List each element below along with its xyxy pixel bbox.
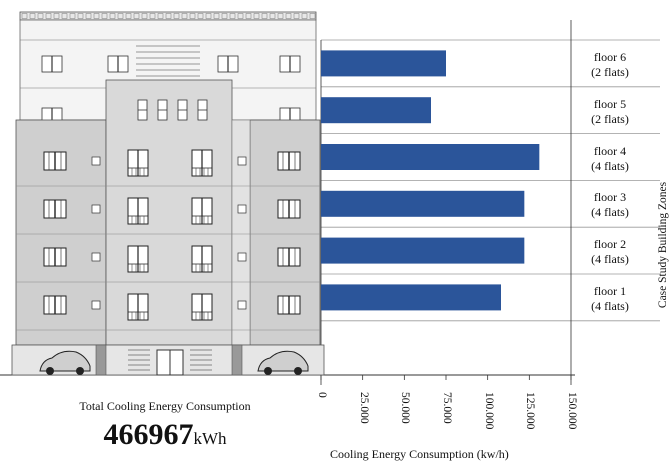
parapet-ornament (309, 13, 316, 19)
total-title: Total Cooling Energy Consumption (79, 399, 251, 413)
floor-name: floor 3 (593, 190, 627, 205)
floor-label: floor 3 (4 flats) (579, 190, 641, 220)
parapet-ornament (53, 13, 60, 19)
parapet-ornament (141, 13, 148, 19)
flat-count: (4 flats) (591, 252, 629, 267)
x-tick-label: 0 (316, 392, 328, 398)
floor-name: floor 1 (593, 284, 627, 298)
floor-name: floor 2 (593, 237, 627, 252)
parapet-ornament (21, 13, 28, 19)
flat-count: (2 flats) (591, 111, 629, 126)
flat-count: (4 flats) (591, 205, 629, 220)
x-axis-label: Cooling Energy Consumption (kw/h) (330, 447, 509, 461)
floor-label: floor 6 (2 flats) (579, 50, 641, 80)
parapet-ornament (245, 13, 252, 19)
car-wheel (264, 367, 272, 375)
parapet-ornament (85, 13, 92, 19)
x-tick-label: 100.000 (482, 392, 495, 430)
parapet-ornament (229, 13, 236, 19)
floor-label: floor 2 (4 flats) (579, 237, 641, 267)
parapet-ornament (77, 13, 84, 19)
flat-count: (4 flats) (591, 299, 629, 313)
parapet-ornament (189, 13, 196, 19)
bar-floor-3 (321, 190, 525, 217)
parapet-ornament (301, 13, 308, 19)
floor-name: floor 6 (593, 50, 627, 64)
total-unit: kWh (193, 429, 227, 448)
small-window (237, 252, 247, 262)
parapet-ornament (269, 13, 276, 19)
car-wheel (294, 367, 302, 375)
floor-label: floor 1 (4 flats) (579, 284, 641, 314)
parapet-ornament (173, 13, 180, 19)
parapet-ornament (213, 13, 220, 19)
car-left (39, 350, 91, 372)
y-axis-label: Case Study Building Zones (657, 181, 669, 309)
floor-label: floor 4 (4 flats) (579, 144, 641, 174)
x-tick-label: 150.000 (566, 392, 578, 430)
parapet-ornament (261, 13, 268, 19)
parapet-ornament (165, 13, 172, 19)
parapet-ornament (277, 13, 284, 19)
parapet-ornament (61, 13, 68, 19)
bar-floor-5 (321, 97, 431, 124)
bar-floor-6 (321, 50, 446, 77)
building-illustration (11, 11, 325, 376)
parapet-ornament (45, 13, 52, 19)
flat-count: (4 flats) (591, 158, 629, 173)
parapet-ornament (285, 13, 292, 19)
central-tower (105, 79, 233, 346)
total-consumption: 466967kWh (40, 418, 290, 452)
small-window (91, 156, 101, 166)
parapet-ornament (149, 13, 156, 19)
parapet-ornament (157, 13, 164, 19)
floor-name: floor 4 (593, 143, 627, 158)
parapet-ornament (117, 13, 124, 19)
flat-count: (2 flats) (591, 65, 629, 79)
pillar (231, 344, 243, 376)
parapet-ornament (181, 13, 188, 19)
bar-floor-4 (321, 144, 540, 170)
pillar (95, 344, 107, 376)
parapet-ornament (197, 13, 204, 19)
parapet-ornament (93, 13, 100, 19)
small-window (91, 204, 101, 214)
small-window (237, 156, 247, 166)
roof-parapet (19, 11, 317, 21)
floor-name: floor 5 (593, 96, 627, 111)
car-wheel (46, 367, 54, 375)
car-wheel (76, 367, 84, 375)
small-window (91, 252, 101, 262)
parapet-ornament (29, 13, 36, 19)
parapet-ornament (101, 13, 108, 19)
parapet-ornament (133, 13, 140, 19)
grid-lines (0, 20, 660, 385)
floor-label: floor 5 (2 flats) (579, 97, 641, 127)
parapet-ornament (69, 13, 76, 19)
small-window (237, 204, 247, 214)
parapet-ornament (293, 13, 300, 19)
parapet-ornament (221, 13, 228, 19)
bars-layer (321, 50, 540, 311)
bar-floor-1 (321, 284, 501, 311)
x-tick-label: 25.000 (357, 392, 370, 424)
x-tick-label: 75.000 (441, 392, 453, 424)
parapet-ornament (109, 13, 116, 19)
parapet-ornament (125, 13, 132, 19)
small-window (91, 300, 101, 310)
parapet-ornament (253, 13, 260, 19)
stair-core (231, 119, 251, 346)
small-window (237, 300, 247, 310)
total-value: 466967 (103, 418, 194, 451)
x-tick-label: 125.000 (524, 392, 537, 430)
parapet-ornament (237, 13, 244, 19)
parapet-ornament (205, 13, 212, 19)
x-tick-label: 50.000 (399, 392, 412, 424)
car-right (257, 350, 309, 372)
parapet-ornament (37, 13, 44, 19)
bar-floor-2 (321, 237, 525, 264)
